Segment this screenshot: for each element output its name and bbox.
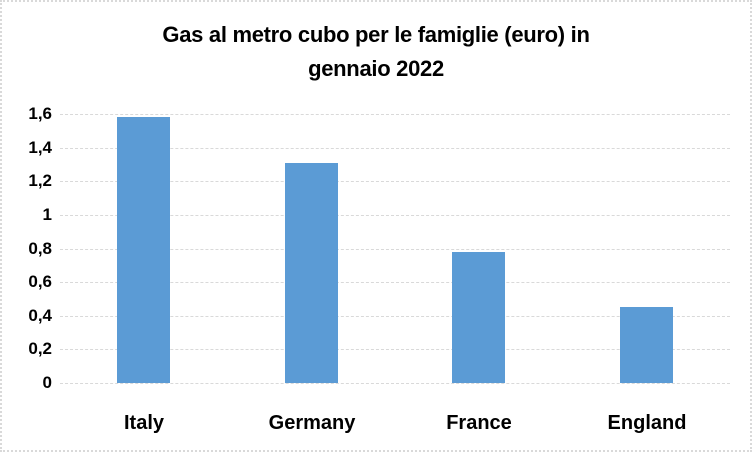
bar-germany: [285, 163, 338, 383]
chart-title: Gas al metro cubo per le famiglie (euro)…: [2, 18, 750, 86]
gridline: [60, 147, 730, 149]
y-tick-label: 0,4: [28, 305, 52, 325]
y-tick-label: 1,2: [28, 171, 52, 191]
gridline: [60, 214, 730, 216]
x-axis-label-italy: Italy: [123, 412, 165, 434]
chart-title-line-2: gennaio 2022: [308, 56, 444, 81]
chart-title-line-1: Gas al metro cubo per le famiglie (euro)…: [162, 22, 590, 47]
y-tick-label: 1: [42, 204, 52, 224]
plot-area: [60, 114, 730, 384]
y-tick-label: 0,6: [28, 272, 52, 292]
y-tick-label: 0,8: [28, 238, 52, 258]
y-tick-label: 1,4: [28, 137, 52, 157]
gridline: [60, 248, 730, 250]
gridline: [60, 114, 730, 115]
y-tick-label: 0: [42, 373, 52, 392]
gridline: [60, 349, 730, 351]
x-axis-label-germany: Germany: [268, 412, 356, 434]
gridline: [60, 282, 730, 284]
y-tick-label: 0,2: [28, 339, 52, 359]
gridline: [60, 181, 730, 183]
y-tick-label: 1,6: [28, 104, 52, 123]
gridline: [60, 383, 730, 384]
bar-italy: [117, 117, 170, 383]
bar-france: [452, 252, 505, 383]
x-axis-label-england: England: [607, 412, 687, 434]
gridline: [60, 315, 730, 317]
x-axis-label-france: France: [446, 412, 512, 434]
bar-england: [620, 307, 673, 383]
